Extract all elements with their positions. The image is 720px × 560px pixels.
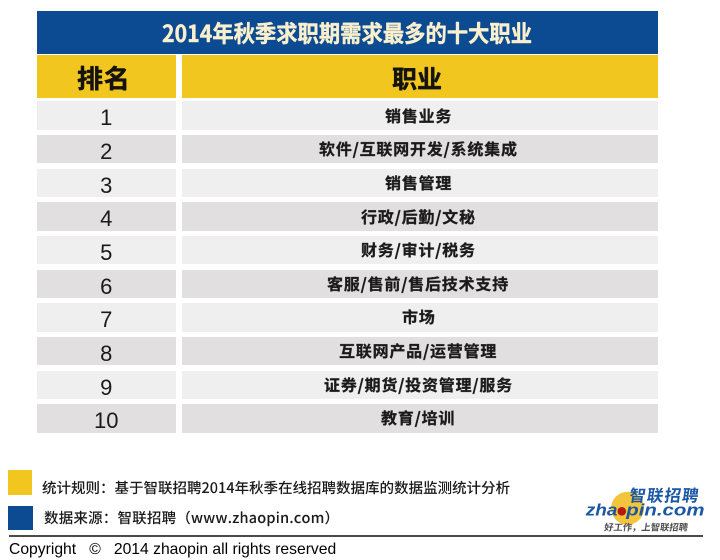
svg-text:pin.com: pin.com [625, 501, 704, 520]
svg-text:zha: zha [585, 501, 618, 520]
